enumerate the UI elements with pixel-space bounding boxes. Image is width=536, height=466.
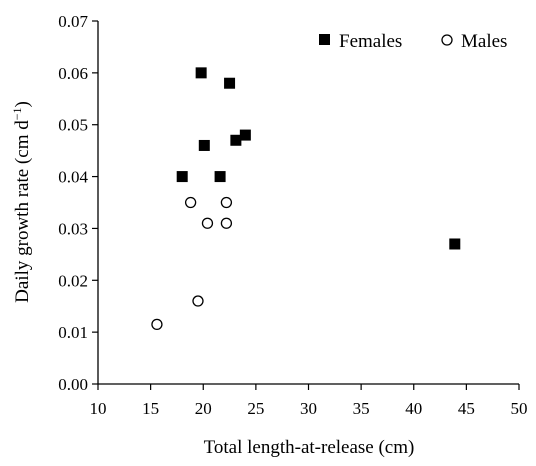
point-females	[230, 134, 242, 146]
legend-marker-females	[319, 34, 330, 45]
x-tick-label: 50	[511, 399, 528, 418]
y-tick-label: 0.02	[58, 271, 88, 290]
x-tick-label: 30	[300, 399, 317, 418]
x-tick-label: 40	[405, 399, 422, 418]
x-tick-label: 25	[247, 399, 264, 418]
x-axis-title: Total length-at-release (cm)	[204, 437, 415, 458]
y-tick-label: 0.05	[58, 116, 88, 135]
point-females	[449, 238, 461, 250]
legend: Females Males	[319, 31, 507, 52]
point-females	[176, 171, 188, 183]
point-females	[239, 129, 251, 141]
data-points	[151, 67, 461, 331]
point-males	[220, 196, 233, 209]
point-males	[220, 217, 233, 229]
point-males	[201, 217, 214, 229]
point-females	[224, 77, 236, 89]
x-tick-label: 10	[90, 399, 107, 418]
x-tick-label: 20	[195, 399, 212, 418]
ticks: 10 15 20 25 30 35 40 45 50 0.00 0.01 0.02 0.03 0.04 0.…	[58, 12, 527, 418]
y-axis-title-close: )	[12, 101, 33, 107]
point-females	[195, 67, 207, 79]
y-tick-label: 0.06	[58, 64, 88, 83]
x-tick-label: 15	[142, 399, 159, 418]
legend-label-males: Males	[461, 31, 507, 52]
point-males	[192, 295, 204, 307]
x-tick-label: 35	[353, 399, 370, 418]
y-tick-label: 0.07	[58, 12, 88, 31]
point-females	[198, 139, 210, 151]
legend-marker-males	[441, 34, 453, 46]
point-females	[214, 171, 226, 183]
axes	[97, 21, 519, 385]
y-axis-title: Daily growth rate (cm d−1)	[10, 101, 33, 303]
point-males	[184, 196, 197, 209]
point-males	[151, 318, 163, 331]
y-tick-label: 0.03	[58, 219, 88, 238]
y-tick-label: 0.01	[58, 323, 88, 342]
y-axis-title-sup: −1	[10, 107, 24, 120]
y-tick-label: 0.04	[58, 168, 88, 187]
y-tick-label: 0.00	[58, 375, 88, 394]
x-tick-label: 45	[458, 399, 475, 418]
y-axis-title-main: Daily growth rate (cm d	[12, 120, 33, 303]
legend-label-females: Females	[339, 31, 402, 52]
